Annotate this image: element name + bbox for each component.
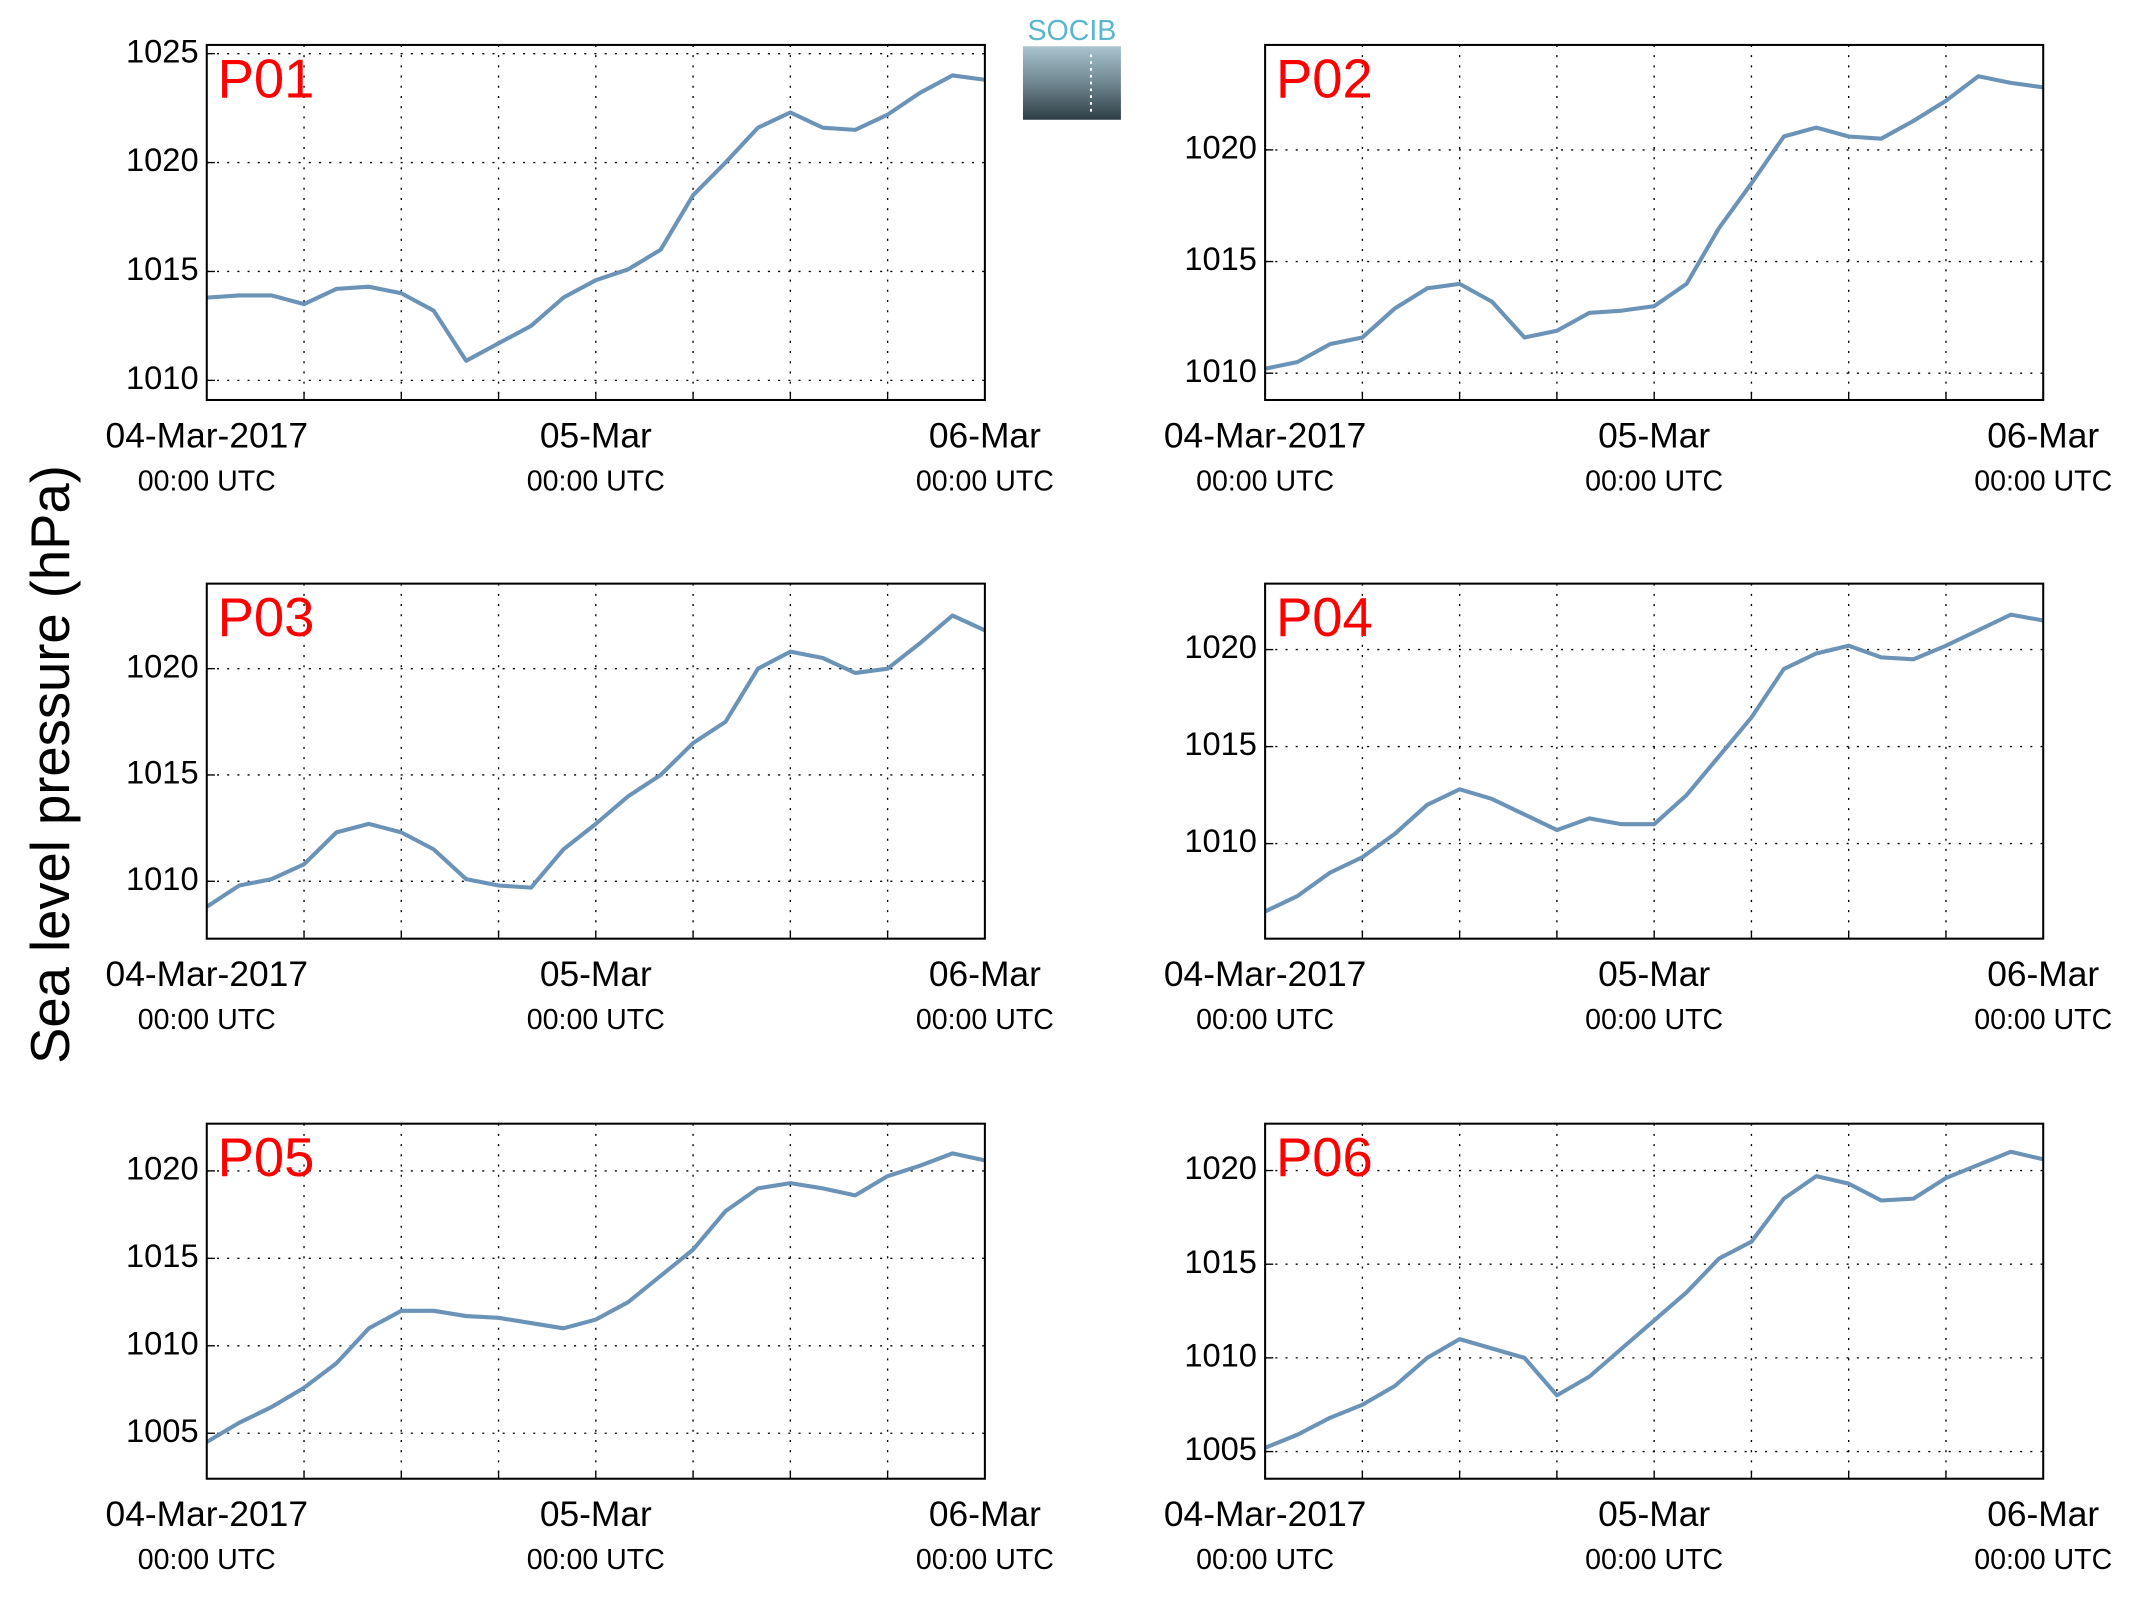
axes-box <box>205 1122 986 1480</box>
panel: 1010 1015 1020 04-Mar-2017 00:00 UTC 05-Mar 00… <box>1164 43 2112 498</box>
y-tick-label: 1015 <box>126 1237 199 1274</box>
panel-title: P02 <box>1276 48 1373 109</box>
x-tick-label: 05-Mar <box>1598 955 1710 994</box>
y-tick-label: 1010 <box>126 1324 199 1361</box>
y-tick-label: 1015 <box>1184 240 1257 277</box>
x-tick-label: 06-Mar <box>929 416 1041 455</box>
x-tick-sublabel: 00:00 UTC <box>1974 466 2112 498</box>
x-tick-sublabel: 00:00 UTC <box>1585 1004 1723 1036</box>
y-tick-label: 1020 <box>1184 129 1257 166</box>
x-tick-sublabel: 00:00 UTC <box>138 466 276 498</box>
x-tick-sublabel: 00:00 UTC <box>138 1004 276 1036</box>
x-tick-label: 05-Mar <box>1598 1495 1710 1534</box>
axes-box <box>1264 43 2045 402</box>
y-tick-label: 1010 <box>1184 1337 1257 1374</box>
x-tick-sublabel: 00:00 UTC <box>1974 1544 2112 1576</box>
x-tick-label: 04-Mar-2017 <box>106 416 308 455</box>
panel-title: P01 <box>218 48 315 109</box>
y-tick-label: 1010 <box>1184 822 1257 859</box>
axes-box <box>1264 1122 2045 1480</box>
x-tick-label: 05-Mar <box>540 416 652 455</box>
panel-title: P06 <box>1276 1127 1373 1188</box>
y-tick-label: 1015 <box>126 250 199 287</box>
x-tick-sublabel: 00:00 UTC <box>138 1544 276 1576</box>
x-tick-sublabel: 00:00 UTC <box>1196 1004 1334 1036</box>
x-tick-label: 05-Mar <box>540 1495 652 1534</box>
y-tick-label: 1015 <box>1184 725 1257 762</box>
pressure-line <box>1264 612 2044 914</box>
y-tick-label: 1020 <box>126 141 199 178</box>
axes-box <box>1264 582 2045 940</box>
y-axis-label: Sea level pressure (hPa) <box>20 465 81 1064</box>
panel-title: P05 <box>218 1127 315 1188</box>
x-tick-label: 06-Mar <box>1987 416 2099 455</box>
x-tick-sublabel: 00:00 UTC <box>1585 466 1723 498</box>
x-tick-label: 06-Mar <box>1987 955 2099 994</box>
x-tick-sublabel: 00:00 UTC <box>1196 1544 1334 1576</box>
pressure-line <box>205 1151 986 1444</box>
axes-box <box>205 582 986 940</box>
x-tick-label: 06-Mar <box>929 1495 1041 1534</box>
x-tick-sublabel: 00:00 UTC <box>916 1004 1054 1036</box>
panel: 1005 1010 1015 1020 04-Mar-2017 00:00 UTC 05-M… <box>106 1122 1054 1576</box>
pressure-line <box>1264 1149 2044 1450</box>
x-tick-sublabel: 00:00 UTC <box>916 1544 1054 1576</box>
pressure-line <box>1264 74 2044 371</box>
panel: 1010 1015 1020 04-Mar-2017 00:00 UTC 05-Mar 00… <box>1164 582 2112 1036</box>
y-tick-label: 1010 <box>1184 352 1257 389</box>
x-tick-sublabel: 00:00 UTC <box>1585 1544 1723 1576</box>
pressure-line <box>206 73 986 363</box>
y-tick-label: 1025 <box>126 32 199 69</box>
x-tick-label: 05-Mar <box>540 955 652 994</box>
x-tick-sublabel: 00:00 UTC <box>1974 1004 2112 1036</box>
y-tick-label: 1005 <box>1184 1430 1257 1467</box>
x-tick-sublabel: 00:00 UTC <box>916 466 1054 498</box>
y-tick-label: 1015 <box>1184 1243 1257 1280</box>
x-tick-sublabel: 00:00 UTC <box>527 466 665 498</box>
panel-title: P04 <box>1276 587 1373 648</box>
y-tick-label: 1005 <box>126 1412 199 1449</box>
panel-title: P03 <box>218 587 315 648</box>
x-tick-sublabel: 00:00 UTC <box>527 1004 665 1036</box>
y-tick-label: 1020 <box>126 647 199 684</box>
x-tick-label: 04-Mar-2017 <box>1164 1495 1366 1534</box>
pressure-line <box>205 613 986 909</box>
x-tick-label: 06-Mar <box>929 955 1041 994</box>
y-tick-label: 1015 <box>126 754 199 791</box>
x-tick-sublabel: 00:00 UTC <box>1196 466 1334 498</box>
panel: 1010 1015 1020 04-Mar-2017 00:00 UTC 05-Mar 00… <box>106 582 1054 1036</box>
x-tick-label: 05-Mar <box>1598 416 1710 455</box>
x-tick-sublabel: 00:00 UTC <box>527 1544 665 1576</box>
logo-mark <box>1022 46 1121 120</box>
y-tick-label: 1020 <box>1184 628 1257 665</box>
y-tick-label: 1020 <box>1184 1149 1257 1186</box>
x-tick-label: 04-Mar-2017 <box>106 1495 308 1534</box>
x-tick-label: 04-Mar-2017 <box>1164 416 1366 455</box>
y-tick-label: 1020 <box>126 1150 199 1187</box>
axes-box <box>205 43 986 402</box>
x-tick-label: 04-Mar-2017 <box>106 955 308 994</box>
x-tick-label: 06-Mar <box>1987 1495 2099 1534</box>
y-tick-label: 1010 <box>126 359 199 396</box>
y-tick-label: 1010 <box>126 860 199 897</box>
x-tick-label: 04-Mar-2017 <box>1164 955 1366 994</box>
logo-text: SOCIB <box>1028 15 1117 47</box>
panel: 1010 1015 1020 1025 04-Mar-2017 00:00 UTC 05-M… <box>106 32 1054 497</box>
panel: 1005 1010 1015 1020 04-Mar-2017 00:00 UTC 05-M… <box>1164 1122 2112 1576</box>
